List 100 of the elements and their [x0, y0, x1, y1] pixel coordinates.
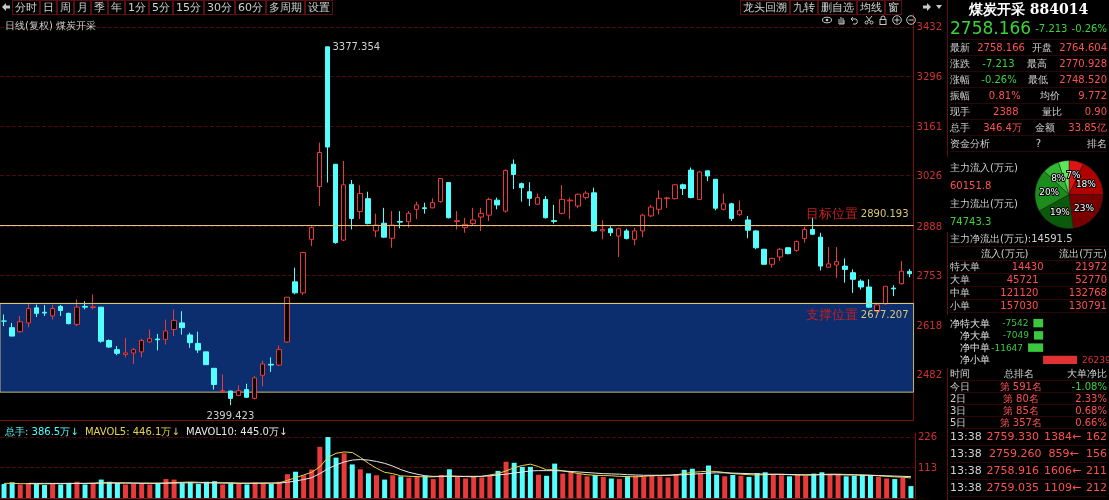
candlestick [123, 337, 128, 358]
candlestick [252, 375, 257, 400]
bar [835, 474, 841, 498]
bar [730, 474, 736, 498]
bar [722, 476, 728, 498]
candlestick [1, 313, 7, 327]
candlestick [284, 296, 290, 344]
annotation: MAVOL10: 445.0万↓ [186, 425, 288, 437]
text: 涨跌 -7.213 最高 2770.928 [950, 58, 1107, 69]
bar [535, 474, 541, 498]
bar [511, 462, 517, 498]
candlestick [688, 167, 694, 199]
bar [82, 484, 88, 498]
candlestick [486, 197, 492, 222]
bar [552, 463, 558, 498]
bar [317, 446, 323, 498]
candlestick [608, 225, 613, 237]
bar [876, 476, 882, 498]
bar [738, 475, 744, 498]
bar [123, 484, 129, 498]
text: 年 [108, 0, 125, 15]
candlestick [228, 390, 233, 406]
annotation: 总手: 386.5万↓ [4, 425, 79, 437]
candlestick [422, 202, 427, 215]
y-tick-label: 3161 [916, 120, 942, 132]
line-series [27, 459, 912, 484]
y-tick-label: 3026 [916, 170, 942, 182]
candlestick [389, 210, 395, 249]
annotation: 3377.354 [332, 41, 381, 53]
bar [390, 475, 396, 498]
candlestick [430, 197, 435, 209]
candlestick [195, 331, 201, 354]
text: 60151.8 [950, 179, 993, 193]
text: 3日 第 85名 0.68% [950, 405, 1107, 416]
bar [455, 476, 460, 498]
text: 小单 157030 130791 [950, 300, 1107, 311]
bar [422, 475, 428, 498]
y-tick-label: 净大单 [960, 329, 990, 341]
bar [301, 475, 307, 498]
bar [851, 475, 857, 498]
bar [50, 483, 56, 498]
bar [260, 483, 266, 498]
bar [228, 483, 234, 498]
candlestick [551, 204, 557, 225]
candlestick [90, 293, 96, 310]
bar [463, 478, 469, 498]
bar [706, 465, 712, 498]
text: 资金分析 ? 排名 [950, 138, 1107, 149]
text: 2758.166 -7.213 -0.26% [950, 18, 1107, 39]
candlestick [818, 232, 823, 271]
bar [414, 476, 420, 498]
candlestick [753, 229, 759, 250]
candlestick [632, 227, 637, 246]
candlestick [406, 210, 411, 229]
bar [616, 479, 622, 498]
bar [544, 475, 550, 498]
text: 大单 45721 52770 [950, 274, 1107, 285]
candlestick [171, 308, 177, 337]
candlestick [131, 347, 136, 365]
text: 日线(复权) 煤炭开采 [5, 19, 96, 31]
text: 设置 [305, 0, 333, 15]
data-label: -7542 [1002, 318, 1029, 329]
data-label: 18% [1075, 178, 1097, 189]
bar [398, 476, 404, 498]
bar [147, 484, 153, 498]
candlestick [680, 183, 686, 196]
candlestick [187, 332, 193, 349]
bar [244, 484, 250, 498]
y-tick-label: 净特大单 [950, 317, 990, 329]
bar [592, 474, 598, 498]
bar [25, 483, 31, 498]
text: 主力净流出(万元):14591.5 [950, 232, 1073, 246]
candlestick [729, 202, 734, 222]
candlestick [58, 304, 63, 317]
text: 中单 121120 132768 [950, 287, 1107, 298]
bar [519, 466, 525, 498]
bar [187, 482, 193, 498]
data-label: 23% [1073, 202, 1095, 213]
candlestick [470, 207, 476, 226]
candlestick [713, 178, 718, 211]
text: 均线 [857, 0, 885, 15]
text: 九转 [790, 0, 818, 15]
candlestick [575, 193, 581, 209]
candlestick [834, 246, 839, 279]
text: 涨幅 -0.26% 最低 2748.520 [950, 72, 1107, 87]
candlestick [583, 190, 589, 200]
candlestick [42, 304, 47, 317]
data-label: -11647 [991, 342, 1024, 353]
bar [584, 476, 590, 498]
bar [9, 482, 15, 498]
y-tick-label: 2618 [916, 319, 942, 331]
bar [203, 481, 209, 498]
candlestick [737, 200, 742, 217]
text: 主力流出(万元) [950, 197, 1019, 211]
y-tick-label: 2482 [916, 369, 942, 381]
candlestick [82, 300, 88, 310]
bar [803, 475, 809, 498]
candlestick [802, 226, 807, 244]
data-label: 20% [1039, 186, 1060, 197]
candlestick [74, 298, 80, 327]
